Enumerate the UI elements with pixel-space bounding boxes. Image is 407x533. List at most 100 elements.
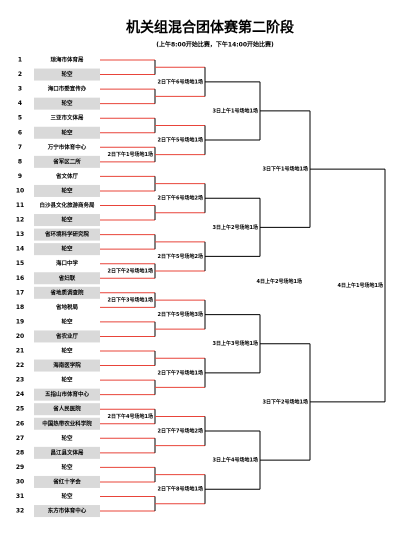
slot-box [34,505,100,518]
slot-box [34,417,100,430]
title: 机关组混合团体赛第二阶段 [126,19,294,36]
team-name: 昌江县文体局 [50,448,84,456]
slot-number: 29 [16,464,24,471]
slot-number: 16 [16,275,24,282]
slot-number: 17 [16,289,24,296]
slot-number: 13 [16,231,24,238]
team-name: 省文体厅 [55,172,79,180]
team-name: 省妇联 [58,274,76,282]
slot-box [34,475,100,488]
team-name: 万宁市体育中心 [47,143,87,151]
slot-box [34,184,100,197]
slot-box [34,68,100,81]
team-name: 轮空 [61,463,73,471]
team-name: 五指山市体育中心 [45,390,90,398]
team-name: 轮空 [61,128,73,136]
slot-number: 12 [16,217,24,224]
match-label: 2日下午5号场地1场 [158,137,203,144]
team-name: 白沙县文化旅游商务局 [39,201,95,209]
match-label: 2日下午8号场地1场 [158,486,203,493]
slot-number: 2 [18,71,22,78]
slot-number: 20 [16,333,24,340]
slot-box [34,272,100,285]
slot-box [34,126,100,139]
team-name: 省农业厅 [55,332,79,340]
team-name: 轮空 [61,70,73,78]
match-label: 2日下午7号场地1场 [158,369,203,376]
team-name: 省环境科学研究院 [44,230,90,238]
slot-number: 1 [18,57,22,64]
team-name: 省地税局 [55,303,79,311]
match-label: 2日下午6号场地2场 [158,195,203,202]
team-name: 轮空 [61,245,73,253]
match-label: 2日下午5号场地3场 [158,311,203,318]
slot-number: 5 [18,115,22,122]
slot-number: 21 [16,348,24,355]
slot-box [34,155,100,168]
slot-box [34,228,100,241]
slot-number: 31 [16,493,24,500]
slot-box [34,286,100,299]
slot-number: 30 [16,478,24,485]
slot-number: 26 [16,420,24,427]
team-name: 中国热带农业科学院 [42,419,92,427]
slot-number: 7 [18,144,22,151]
slot-box [34,359,100,372]
team-name: 轮空 [61,317,73,325]
slot-number: 24 [16,391,24,398]
match-label: 2日下午4号场地1场 [108,413,153,420]
team-name: 琼海市体育局 [50,56,84,64]
slot-number: 28 [16,449,24,456]
slot-number: 15 [16,260,24,267]
subtitle: (上午8:00开始比赛，下午14:00开始比赛) [156,41,274,49]
match-label: 2日下午3号场地1场 [108,297,153,304]
match-label: 4日上午2号场地1场 [257,278,302,285]
match-label: 4日上午1号场地1场 [338,282,383,289]
team-name: 海口中学 [56,259,79,267]
slot-box [34,403,100,416]
slot-box [34,446,100,459]
match-label: 2日下午1号场地1场 [108,151,153,158]
team-name: 轮空 [61,99,73,107]
match-label: 3日下午1号场地1场 [263,166,308,173]
match-label: 2日下午7号场地2场 [158,428,203,435]
slot-number: 14 [16,246,24,253]
team-name: 省人民医院 [52,405,81,413]
team-name: 轮空 [61,186,73,194]
match-label: 3日上午3号场地1场 [213,340,258,347]
slot-number: 9 [18,173,22,180]
team-name: 省地质调查院 [49,288,84,296]
slot-number: 32 [16,508,24,515]
slot-number: 18 [16,304,24,311]
match-label: 2日下午6号场地1场 [158,78,203,85]
team-name: 海南医学院 [53,361,81,369]
slot-number: 6 [18,129,22,136]
slot-box [34,330,100,343]
team-name: 轮空 [61,434,73,442]
slot-box [34,214,100,227]
slot-number: 25 [16,406,24,413]
team-name: 省红十字会 [52,477,81,485]
team-name: 海口市委宣传办 [48,85,87,93]
match-label: 3日上午1号场地1场 [213,107,258,114]
slot-number: 23 [16,377,24,384]
slot-number: 27 [16,435,24,442]
slot-box [34,243,100,256]
slot-box [34,97,100,110]
team-name: 省军区二所 [52,157,81,165]
team-name: 轮空 [61,492,73,500]
match-label: 2日下午5号场地2场 [158,253,203,260]
slot-number: 19 [16,318,24,325]
match-label: 3日上午4号场地1场 [213,457,258,464]
slot-box [34,388,100,401]
slot-number: 3 [18,86,22,93]
team-name: 三亚市文体局 [50,114,84,122]
match-label: 3日上午2号场地1场 [213,224,258,231]
slot-number: 8 [18,158,22,165]
slot-number: 11 [16,202,24,209]
team-name: 轮空 [61,376,73,384]
slot-number: 4 [18,100,22,107]
team-name: 轮空 [61,347,73,355]
team-name: 东方市体育中心 [48,507,87,515]
